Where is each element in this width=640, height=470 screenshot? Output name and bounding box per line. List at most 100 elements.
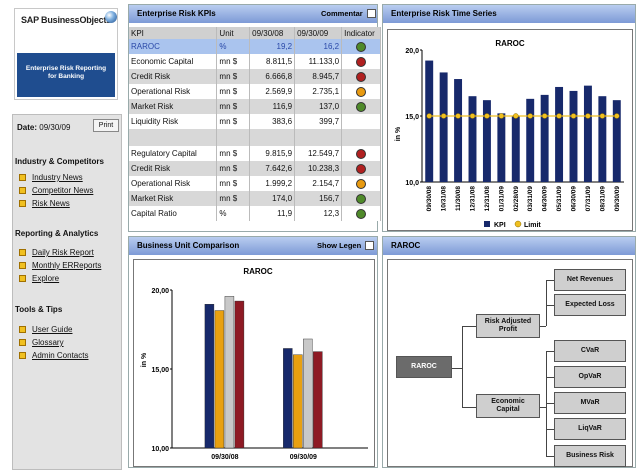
col-0930-08: 09/30/08 [249,27,296,39]
y-tick-label: 20,0 [405,48,419,55]
logo: SAP BusinessObjects Enterprise Risk Repo… [14,8,118,100]
show-legend-checkbox[interactable] [365,241,374,250]
status-indicator-icon [356,86,367,97]
kpi-row[interactable]: Operational Risk mn $2.569,9 2.735,1 [129,84,381,99]
x-tick-label: 03/31/09 [527,186,534,212]
limit-point [599,113,606,119]
kpi-value-2009-cell: 137,0 [294,99,343,114]
kpi-value-2008-cell [249,129,296,146]
status-indicator-icon [356,193,367,204]
x-tick-label: 10/31/08 [441,186,448,212]
kpi-unit-cell: % [216,39,251,54]
connector [546,351,547,457]
kpi-unit-cell: mn $ [216,191,251,206]
connector [452,368,462,369]
timeseries-panel: Enterprise Risk Time Series RAROC in % 20,… [382,4,636,232]
tree-node-economic-capital[interactable]: Economic Capital [476,394,540,418]
x-tick-label: 07/31/09 [585,186,592,212]
x-tick-label: 05/31/09 [556,186,563,212]
nav-competitor-news[interactable]: Competitor News [19,186,93,195]
kpi-value-2009-cell: 12.549,7 [294,146,343,161]
y-tick-label: 15,00 [151,367,169,374]
kpi-bar [540,94,549,182]
kpi-row[interactable]: Market Risk mn $116,9 137,0 [129,99,381,114]
kpi-indicator-cell [341,69,381,84]
sidebar-panel: Date: 09/30/09 Print Industry & Competit… [12,114,122,470]
kpi-name-cell: Market Risk [129,191,218,206]
legend-kpi-label: KPI [494,222,506,229]
date-label: Date: [17,123,38,132]
kpi-value-2009-cell: 11.133,0 [294,54,343,69]
bu-bar [283,348,293,449]
kpi-row[interactable]: Liquidity Risk mn $383,6 399,7 [129,114,381,129]
kpi-indicator-cell [341,54,381,69]
raroc-panel: RAROC RAROC Risk Adjusted Profit Economi… [382,236,636,468]
x-tick-label: 09/30/08 [426,186,433,212]
nav-glossary[interactable]: Glossary [19,338,64,347]
tree-node-opvar[interactable]: OpVaR [554,366,626,388]
timeseries-panel-header: Enterprise Risk Time Series [383,5,635,23]
kpi-name-cell: Capital Ratio [129,206,218,221]
kpi-bar [468,96,477,182]
kpi-panel: Enterprise Risk KPIs Commentar KPI Unit … [128,4,381,232]
nav-explore[interactable]: Explore [19,274,59,283]
kpi-spacer-row [129,129,381,146]
kpi-value-2008-cell: 116,9 [249,99,296,114]
nav-daily-risk-report[interactable]: Daily Risk Report [19,248,94,257]
x-tick-label: 08/31/09 [599,186,606,212]
kpi-row[interactable]: RAROC% 19,2 16,2 [129,39,381,54]
chart-title: RAROC [243,267,273,276]
nav-admin-contacts[interactable]: Admin Contacts [19,351,88,360]
nav-industry-news[interactable]: Industry News [19,173,83,182]
kpi-indicator-cell [341,129,381,146]
kpi-name-cell: Market Risk [129,99,218,114]
limit-point [614,113,620,119]
status-indicator-icon [356,163,367,174]
tree-node-liqvar[interactable]: LiqVaR [554,418,626,440]
kpi-row[interactable]: Credit Risk mn $7.642,6 10.238,3 [129,161,381,176]
bullet-icon [19,275,26,282]
kpi-bar [555,86,564,182]
tree-node-risk-adjusted-profit[interactable]: Risk Adjusted Profit [476,314,540,338]
kpi-bar [569,90,578,182]
kpi-unit-cell: mn $ [216,84,251,99]
commentary-checkbox[interactable] [367,9,376,18]
kpi-row[interactable]: Capital Ratio% 11,9 12,3 [129,206,381,221]
kpi-row[interactable]: Operational Risk mn $1.999,2 2.154,7 [129,176,381,191]
node-line: Risk Adjusted [484,318,532,325]
col-unit: Unit [216,27,251,39]
connector [546,377,554,378]
nav-label: Competitor News [32,186,94,195]
x-tick-label: 04/30/09 [542,186,549,212]
kpi-row[interactable]: Credit Risk mn $6.666,8 8.945,7 [129,69,381,84]
kpi-bar [612,100,621,182]
kpi-row[interactable]: Regulatory Capital mn $9.815,9 12.549,7 [129,146,381,161]
tree-node-cvar[interactable]: CVaR [554,340,626,362]
kpi-row[interactable]: Economic Capital mn $8.811,5 11.133,0 [129,54,381,69]
kpi-row[interactable]: Market Risk mn $174,0 156,7 [129,191,381,206]
logo-globe-icon [105,11,117,23]
col-kpi: KPI [129,27,218,39]
tree-node-mvar[interactable]: MVaR [554,392,626,414]
tree-node-raroc[interactable]: RAROC [396,356,452,378]
bullet-icon [19,249,26,256]
connector [462,407,476,408]
tree-node-business-risk[interactable]: Business Risk [554,445,626,467]
kpi-bar [526,98,535,182]
nav-monthly-erreports[interactable]: Monthly ERReports [19,261,101,270]
nav-user-guide[interactable]: User Guide [19,325,72,334]
limit-point [527,113,533,119]
timeseries-chart: RAROC in % 20,0 15,0 10,0 09/30/08 10/31/08 11/… [395,39,624,229]
bullet-icon [19,200,26,207]
print-button[interactable]: Print [93,119,119,132]
kpi-bar [454,79,463,182]
kpi-value-2009-cell: 16,2 [294,39,343,54]
tree-node-net-revenues[interactable]: Net Revenues [554,269,626,291]
x-tick-label: 11/30/08 [455,186,462,211]
tree-node-expected-loss[interactable]: Expected Loss [554,294,626,316]
nav-label: Monthly ERReports [32,261,102,270]
kpi-unit-cell: mn $ [216,176,251,191]
kpi-value-2008-cell: 11,9 [249,206,296,221]
kpi-bar [497,113,506,182]
nav-risk-news[interactable]: Risk News [19,199,70,208]
